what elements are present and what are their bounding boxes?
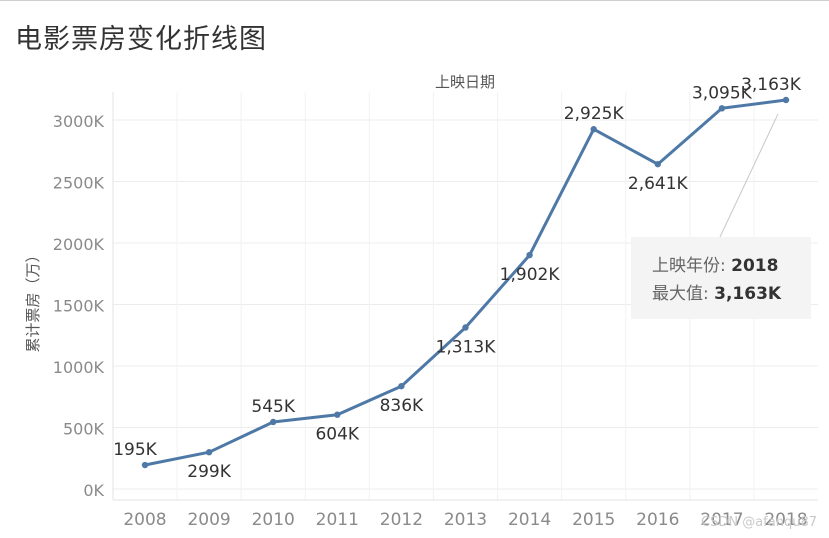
x-tick-label: 2008	[123, 510, 166, 530]
y-axis-title: 累计票房（万）	[24, 247, 42, 352]
x-axis-title: 上映日期	[435, 73, 495, 91]
x-tick-label: 2013	[444, 510, 487, 530]
data-point[interactable]	[462, 324, 469, 331]
x-tick-label: 2011	[316, 510, 359, 530]
tooltip-line: 上映年份: 2018	[652, 256, 778, 276]
y-tick-label: 2000K	[53, 235, 105, 254]
y-tick-label: 3000K	[53, 112, 105, 131]
data-points[interactable]	[141, 96, 790, 469]
x-tick-label: 2010	[252, 510, 295, 530]
data-label: 545K	[251, 397, 295, 417]
y-tick-label: 500K	[63, 420, 105, 439]
tooltip-value: 2018	[731, 256, 778, 276]
data-label: 195K	[113, 440, 157, 460]
x-tick-label: 2016	[636, 510, 679, 530]
grid	[113, 92, 818, 500]
tooltip: 上映年份: 2018 最大值: 3,163K	[631, 237, 811, 319]
x-tick-label: 2015	[572, 510, 615, 530]
tooltip-label: 上映年份:	[652, 256, 731, 276]
data-label: 3,095K	[692, 83, 753, 103]
watermark: CSDN @afanqu87	[701, 515, 817, 530]
tooltip-box	[631, 237, 811, 319]
y-tick-label: 2500K	[53, 174, 105, 193]
data-label: 2,925K	[564, 104, 625, 124]
data-point[interactable]	[270, 418, 277, 426]
callout-line	[719, 113, 779, 238]
tooltip-value: 3,163K	[714, 284, 782, 304]
data-point[interactable]	[398, 382, 405, 390]
data-label: 299K	[187, 462, 231, 482]
axes: 0K 500K 1000K 1500K 2000K 2500K 3000K 2008 2009 2…	[24, 73, 818, 530]
data-label: 1,902K	[500, 265, 561, 285]
data-label: 836K	[380, 396, 424, 416]
data-label: 3,163K	[741, 75, 802, 95]
data-labels: 195K 299K 545K 604K 836K 1,313K 1,902K 2,925K 2,…	[113, 75, 802, 482]
y-tick-label: 0K	[83, 481, 104, 500]
x-tick-label: 2018	[764, 510, 807, 530]
x-tick-label: 2017	[700, 510, 743, 530]
data-point[interactable]	[782, 96, 790, 104]
tooltip-line: 最大值: 3,163K	[652, 284, 782, 304]
data-label: 1,313K	[436, 338, 497, 358]
data-point[interactable]	[654, 160, 661, 168]
top-border	[0, 0, 829, 1]
page-title: 电影票房变化折线图	[15, 24, 267, 55]
data-point[interactable]	[205, 449, 213, 456]
x-tick-label: 2009	[187, 510, 230, 530]
y-tick-label: 1000K	[53, 358, 105, 377]
callout-leader	[719, 113, 779, 238]
x-tick-label: 2012	[380, 510, 423, 530]
data-point[interactable]	[718, 105, 726, 112]
x-tick-label: 2014	[508, 510, 551, 530]
tooltip-label: 最大值:	[652, 284, 714, 304]
data-point[interactable]	[526, 251, 533, 259]
data-point[interactable]	[334, 411, 341, 418]
data-point[interactable]	[590, 126, 597, 133]
y-tick-label: 1500K	[53, 297, 105, 316]
data-label: 2,641K	[628, 174, 689, 194]
data-point[interactable]	[141, 461, 149, 469]
data-label: 604K	[315, 425, 359, 445]
